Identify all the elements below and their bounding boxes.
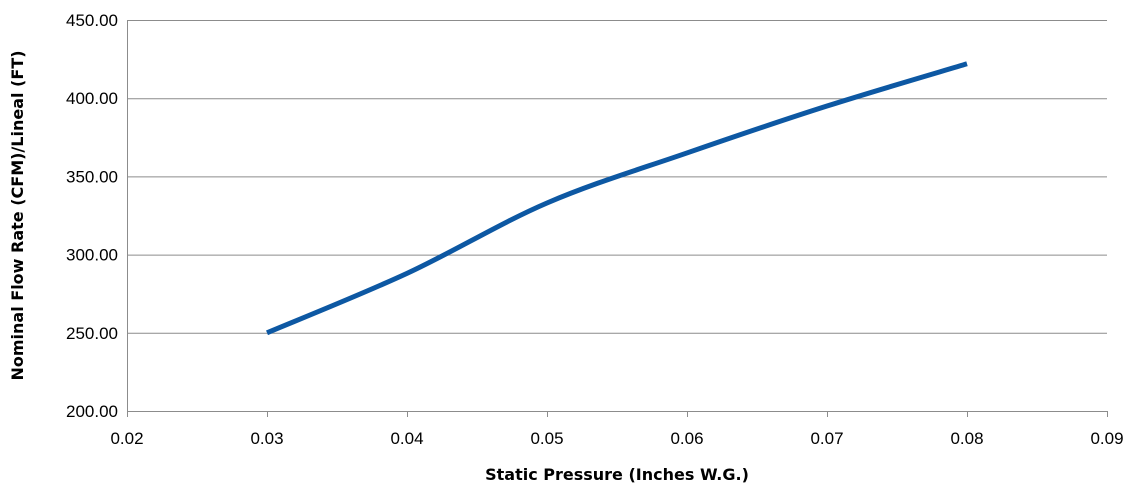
x-axis-tick-labels: 0.02 0.03 0.04 0.05 0.06 0.07 0.08 0.09 xyxy=(110,429,1123,448)
x-tick-label: 0.08 xyxy=(950,429,983,448)
y-tick-label: 450.00 xyxy=(66,11,118,30)
x-axis-title: Static Pressure (Inches W.G.) xyxy=(485,465,749,484)
y-tick-label: 250.00 xyxy=(66,324,118,343)
y-tick-label: 300.00 xyxy=(66,246,118,265)
x-tick-label: 0.05 xyxy=(530,429,563,448)
x-tick-label: 0.02 xyxy=(110,429,143,448)
y-tick-label: 200.00 xyxy=(66,402,118,421)
y-axis-tick-labels: 200.00 250.00 300.00 350.00 400.00 450.00 xyxy=(66,11,118,421)
y-tick-label: 400.00 xyxy=(66,89,118,108)
x-tick-label: 0.07 xyxy=(810,429,843,448)
y-axis-title: Nominal Flow Rate (CFM)/Lineal (FT) xyxy=(8,50,27,380)
x-tick-label: 0.04 xyxy=(390,429,423,448)
x-tick-label: 0.09 xyxy=(1090,429,1123,448)
x-tick-label: 0.06 xyxy=(670,429,703,448)
series-layer xyxy=(266,61,968,336)
series-line xyxy=(266,61,968,336)
x-tick-label: 0.03 xyxy=(250,429,283,448)
axis-layer xyxy=(127,20,1108,417)
y-tick-label: 350.00 xyxy=(66,167,118,186)
